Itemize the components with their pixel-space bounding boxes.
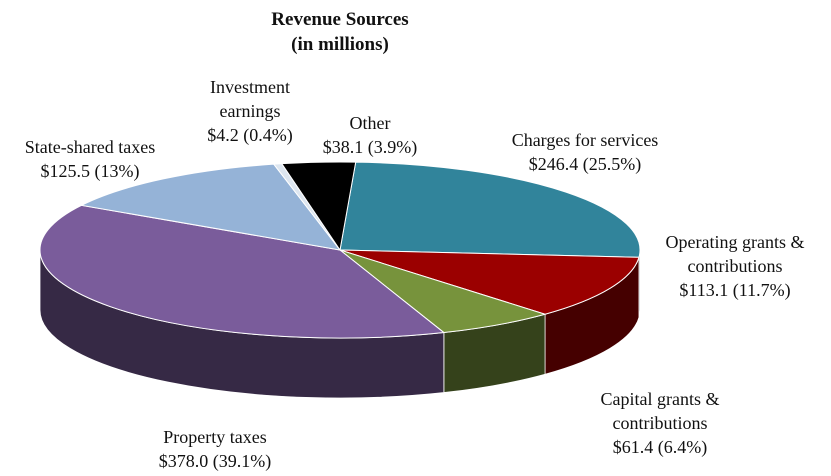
chart-subtitle: (in millions): [291, 34, 389, 55]
slice: [339, 249, 547, 334]
slice: [339, 249, 640, 315]
category-label: Investment earnings: [210, 77, 290, 121]
slice-label: Operating grants & contributions $113.1 (…: [648, 230, 823, 302]
value-label: $246.4 (25.5%): [528, 154, 642, 174]
slice-label: Charges for services $246.4 (25.5%): [475, 128, 695, 176]
value-label: $61.4 (6.4%): [612, 437, 708, 457]
value-label: $378.0 (39.1%): [158, 451, 272, 471]
value-label: $38.1 (3.9%): [322, 137, 418, 157]
slice-label: State-shared taxes $125.5 (13%): [0, 135, 190, 183]
slice-label: Other $38.1 (3.9%): [305, 111, 435, 159]
category-label: Operating grants & contributions: [665, 232, 805, 276]
slice: [339, 161, 641, 258]
category-label: Charges for services: [511, 130, 659, 150]
category-label: State-shared taxes: [24, 137, 156, 157]
slice: [280, 161, 357, 252]
slice-label: Capital grants & contributions $61.4 (6.4…: [583, 387, 738, 459]
value-label: $125.5 (13%): [40, 161, 140, 181]
slice: [39, 204, 446, 339]
slice-label: Property taxes $378.0 (39.1%): [115, 425, 315, 473]
category-label: Other: [349, 113, 391, 133]
chart-title: Revenue Sources: [271, 9, 409, 30]
slice-label: Investment earnings $4.2 (0.4%): [195, 75, 305, 147]
slice: [79, 163, 342, 251]
value-label: $4.2 (0.4%): [207, 125, 293, 145]
category-label: Capital grants & contributions: [600, 389, 720, 433]
category-label: Property taxes: [163, 427, 267, 447]
value-label: $113.1 (11.7%): [679, 280, 791, 300]
